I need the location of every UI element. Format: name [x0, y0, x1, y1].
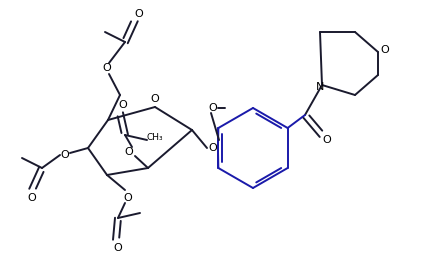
Text: O: O	[209, 143, 217, 153]
Text: O: O	[381, 45, 389, 55]
Text: O: O	[119, 100, 128, 110]
Text: O: O	[28, 193, 37, 203]
Text: O: O	[102, 63, 111, 73]
Text: O: O	[323, 135, 332, 145]
Text: O: O	[209, 103, 217, 113]
Text: O: O	[124, 193, 132, 203]
Text: O: O	[125, 147, 133, 157]
Text: N: N	[316, 82, 324, 92]
Text: O: O	[61, 150, 69, 160]
Text: O: O	[150, 94, 159, 104]
Text: O: O	[135, 9, 143, 19]
Text: O: O	[113, 243, 122, 253]
Text: CH₃: CH₃	[147, 134, 163, 143]
